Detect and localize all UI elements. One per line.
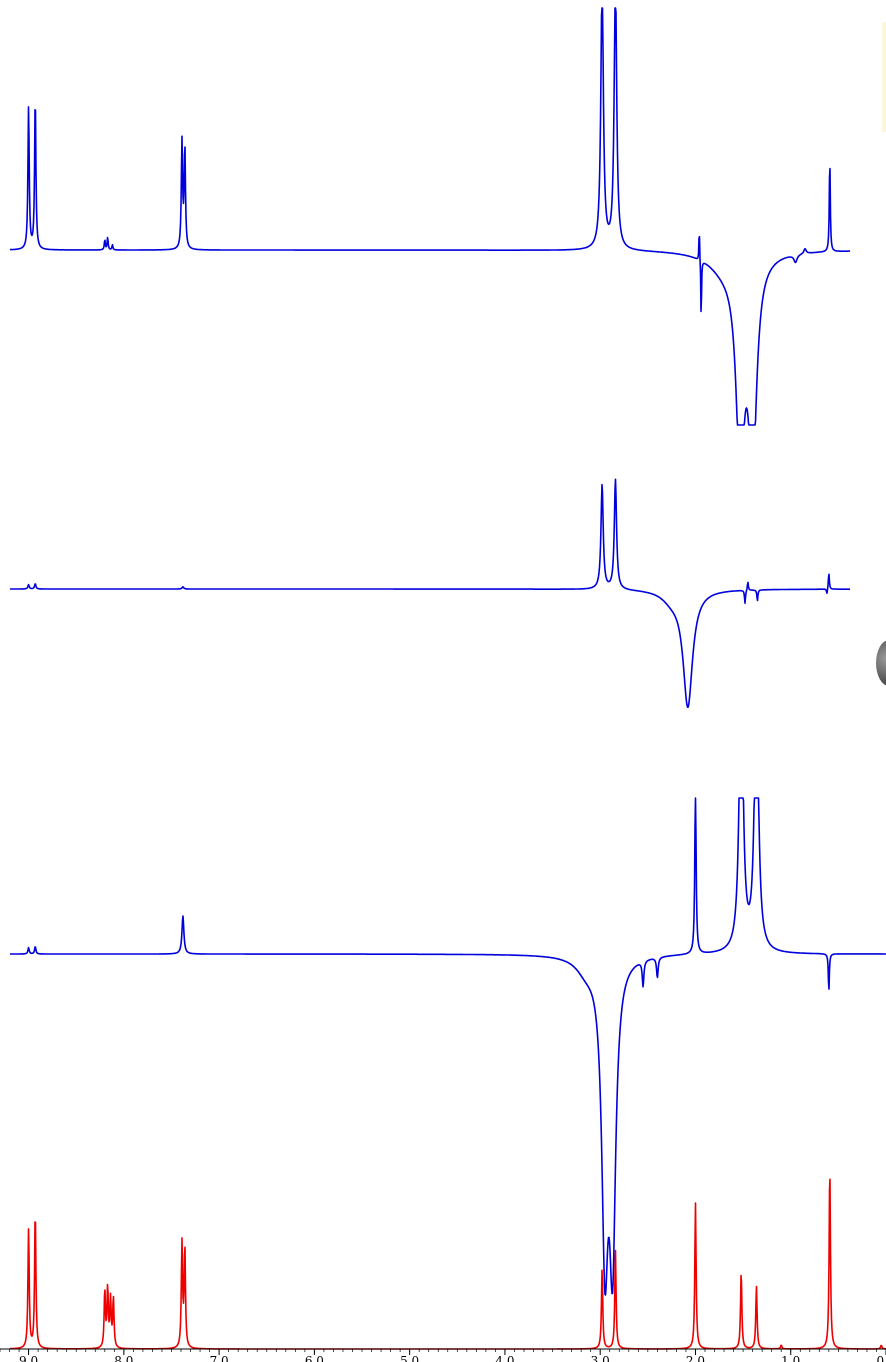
x-axis-tick-label: 2.0 [686,1354,705,1362]
chemical-shift-axis: 9.0 8.0 7.0 6.0 5.0 4.0 3.0 2.0 1.0 0.0 [0,1348,886,1362]
x-axis-tick-label: 0.0 [876,1354,886,1362]
x-axis-tick-label: 8.0 [114,1354,133,1362]
spectrum-trace-selective_3 [9,797,886,1296]
x-axis-tick-label: 3.0 [591,1354,610,1362]
spectra-traces [9,7,886,1350]
spectrum-trace-selective_2 [9,478,851,708]
x-axis-tick-label: 5.0 [400,1354,419,1362]
spectrum-trace-reference_1H [9,1178,886,1350]
x-axis-tick-label: 7.0 [210,1354,229,1362]
spectrum-trace-selective_1 [9,7,851,426]
x-axis-tick-label: 6.0 [305,1354,324,1362]
x-axis-tick-label: 9.0 [19,1354,38,1362]
decorative-scroll-knob [876,640,886,686]
x-axis-tick-label: 1.0 [781,1354,800,1362]
decorative-note-strip [882,22,886,132]
x-axis-tick-label: 4.0 [495,1354,514,1362]
